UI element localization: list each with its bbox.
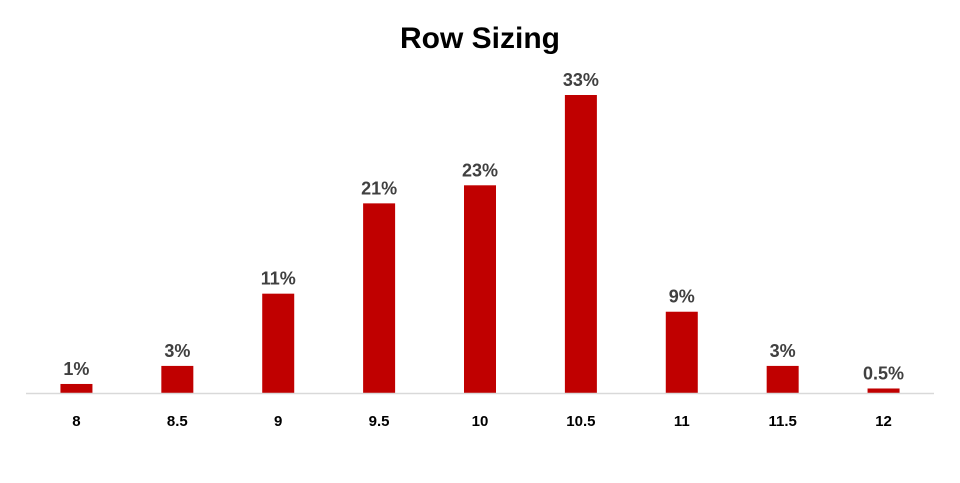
value-label-9.5: 21% bbox=[361, 178, 397, 198]
value-label-9: 11% bbox=[261, 269, 296, 289]
x-tick-label-10: 10 bbox=[472, 413, 489, 430]
value-label-10: 23% bbox=[462, 160, 498, 180]
value-label-8.5: 3% bbox=[164, 341, 190, 361]
value-label-10.5: 33% bbox=[563, 70, 599, 90]
x-tick-label-11.5: 11.5 bbox=[768, 413, 796, 430]
x-tick-label-9: 9 bbox=[274, 413, 282, 430]
bars-layer bbox=[60, 95, 900, 393]
bar-10 bbox=[464, 185, 496, 393]
x-tick-label-12: 12 bbox=[875, 413, 892, 430]
bar-8 bbox=[60, 383, 93, 393]
bar-9 bbox=[262, 293, 295, 393]
value-label-11: 9% bbox=[669, 287, 695, 307]
x-tick-label-11: 11 bbox=[674, 413, 690, 430]
bar-12 bbox=[867, 388, 900, 393]
value-label-11.5: 3% bbox=[770, 341, 796, 361]
value-label-8: 1% bbox=[63, 359, 89, 379]
tick-labels-layer: 8 8.5 9 9.5 10 10.5 11 11.5 12 bbox=[72, 413, 892, 430]
x-tick-label-8.5: 8.5 bbox=[167, 413, 188, 430]
bar-10.5 bbox=[564, 95, 597, 393]
x-tick-label-9.5: 9.5 bbox=[369, 413, 390, 430]
bar-11.5 bbox=[766, 365, 799, 393]
bar-8.5 bbox=[161, 365, 194, 393]
bar-11 bbox=[665, 311, 698, 393]
x-tick-label-10.5: 10.5 bbox=[566, 413, 595, 430]
value-label-12: 0.5% bbox=[863, 363, 904, 383]
bar-9.5 bbox=[363, 203, 396, 393]
chart-title: Row Sizing bbox=[400, 22, 560, 55]
value-labels-layer: 1% 3% 11% 21% 23% 33% 9% 3% 0.5% bbox=[63, 70, 904, 383]
x-tick-label-8: 8 bbox=[72, 413, 80, 430]
